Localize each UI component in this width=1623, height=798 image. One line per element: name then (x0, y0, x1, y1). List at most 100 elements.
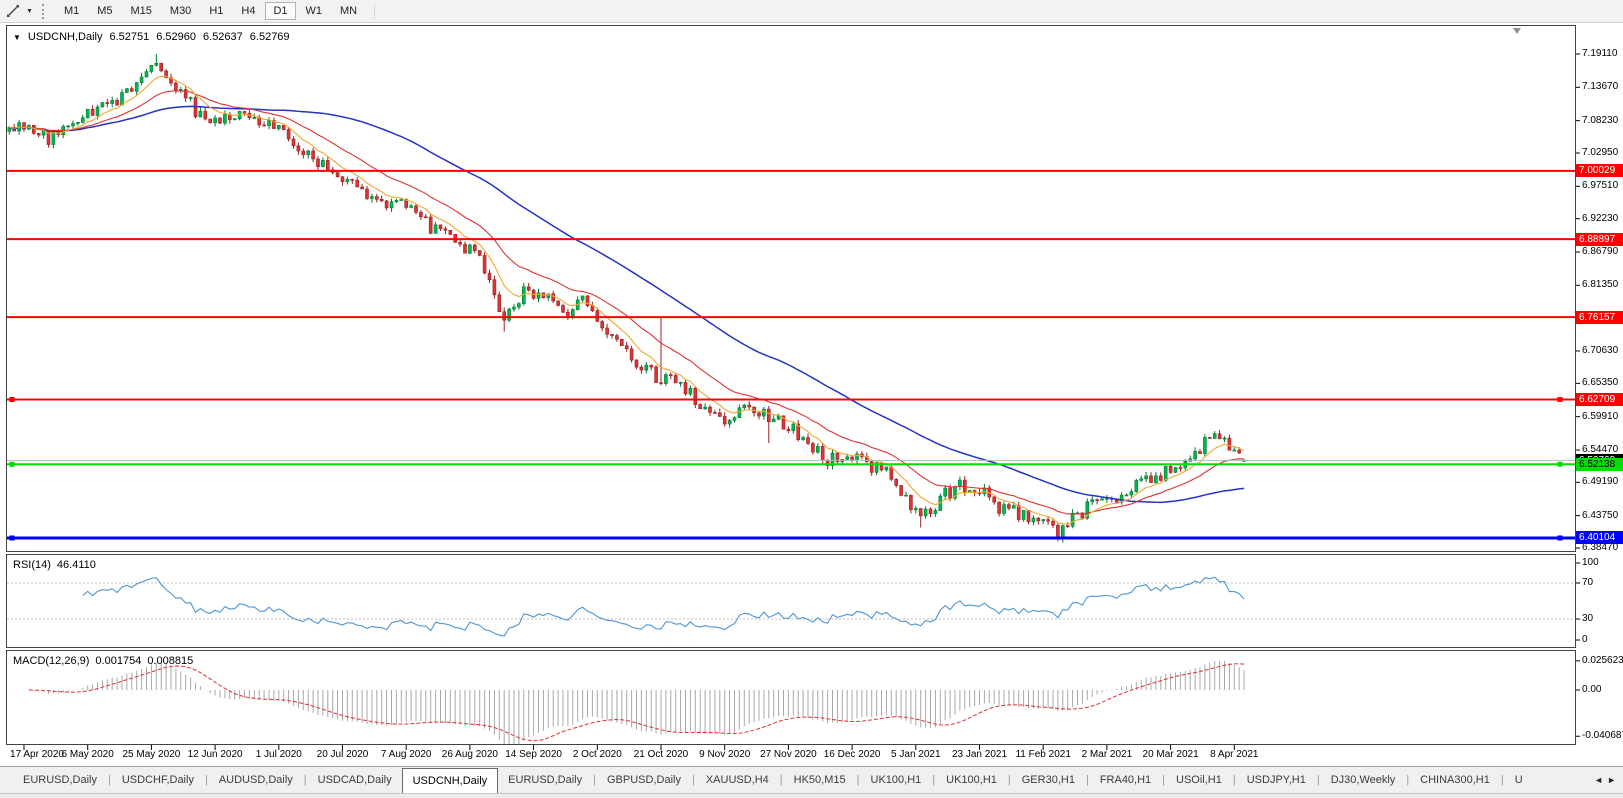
line-studies-icon[interactable] (4, 3, 22, 19)
title-close: 6.52769 (249, 31, 290, 43)
timeframe-button-mn[interactable]: MN (340, 5, 358, 17)
rsi-panel[interactable] (6, 554, 1576, 648)
tab-usdcad-daily[interactable]: USDCAD,Daily (317, 774, 392, 786)
tool-dropdown-caret[interactable]: ▼ (26, 7, 33, 15)
date-label: 27 Nov 2020 (760, 749, 817, 760)
date-label: 25 May 2020 (122, 749, 181, 760)
tab-scroll-left-icon[interactable]: ◄ (1594, 775, 1604, 785)
tab-uk100-h1[interactable]: UK100,H1 (946, 774, 997, 786)
date-label: 12 Jun 2020 (187, 749, 243, 760)
tab-separator: | (1316, 774, 1320, 786)
title-dropdown-icon[interactable]: ▼ (13, 32, 21, 42)
rsi-scale-axis[interactable]: 100 70 30 0 (1576, 554, 1623, 648)
date-axis[interactable]: 17 Apr 2020 6 May 2020 25 May 2020 12 Jun 2… (0, 745, 1623, 761)
date-label: 9 Nov 2020 (699, 749, 751, 760)
tab-separator: | (1406, 774, 1410, 786)
price-axis[interactable]: 7.19110 7.13670 7.08230 7.02950 6.97510 6.922… (1576, 25, 1623, 553)
rsi-scale-label: 30 (1582, 613, 1594, 624)
price-tick-label: 6.92230 (1582, 212, 1619, 224)
tab-separator: | (593, 774, 596, 786)
tab-separator: | (1007, 774, 1011, 786)
date-label: 20 Jul 2020 (316, 749, 369, 760)
tab-audusd-daily[interactable]: AUDUSD,Daily (218, 774, 293, 786)
timeframe-button-h4[interactable]: H4 (241, 5, 256, 17)
tab-china300-h1[interactable]: CHINA300,H1 (1420, 774, 1490, 786)
tab-separator: | (691, 774, 695, 786)
price-tick-label: 6.86790 (1582, 245, 1619, 257)
toolbar-separator (374, 3, 376, 19)
tab-separator: | (107, 774, 111, 786)
tab-separator: | (932, 774, 936, 786)
timeframe-button-m30[interactable]: M30 (169, 5, 192, 17)
macd-panel[interactable] (6, 650, 1576, 745)
date-label: 17 Apr 2020 (10, 749, 64, 760)
chart-title: ▼ USDCNH,Daily 6.52751 6.52960 6.52637 6… (13, 31, 290, 43)
tab-separator: | (1085, 774, 1089, 786)
tab-eurusd-daily[interactable]: EURUSD,Daily (508, 774, 583, 786)
tab-uk100-h1[interactable]: UK100,H1 (870, 774, 922, 786)
tab-gbpusd-daily[interactable]: GBPUSD,Daily (607, 774, 681, 786)
title-high: 6.52960 (156, 31, 197, 43)
timeframe-button-m5[interactable]: M5 (97, 5, 113, 17)
tab-u[interactable]: U (1514, 774, 1523, 786)
tab-separator: | (856, 774, 860, 786)
rsi-scale-label: 0 (1582, 634, 1588, 645)
tab-eurusd-daily[interactable]: EURUSD,Daily (23, 774, 97, 786)
macd-name: MACD(12,26,9) (13, 655, 90, 667)
tab-usdcnh-daily[interactable]: USDCNH,Daily (401, 768, 499, 793)
title-open: 6.52751 (109, 31, 150, 43)
price-tick-label: 7.13670 (1582, 81, 1619, 93)
price-tick-label: 6.65350 (1582, 377, 1619, 389)
timeframe-button-w1[interactable]: W1 (305, 5, 323, 17)
timeframe-button-m15[interactable]: M15 (130, 5, 152, 17)
date-label: 2 Oct 2020 (572, 749, 622, 760)
rsi-label: RSI(14) 46.4110 (13, 559, 96, 571)
level-price-tag: 7.00029 (1576, 164, 1623, 178)
title-low: 6.52637 (203, 31, 243, 43)
rsi-value: 46.4110 (56, 559, 96, 571)
macd-scale-label: 0.00 (1582, 684, 1602, 695)
tab-xauusd-h4[interactable]: XAUUSD,H4 (705, 774, 769, 786)
price-tick-label: 7.02950 (1582, 146, 1619, 158)
macd-scale-label: -0.040687 (1582, 730, 1623, 742)
date-label: 23 Jan 2021 (951, 749, 1008, 760)
macd-value1: 0.001754 (95, 655, 142, 667)
tab-separator: | (779, 774, 783, 786)
tab-fra40-h1[interactable]: FRA40,H1 (1099, 774, 1152, 786)
tab-dj30-weekly[interactable]: DJ30,Weekly (1330, 774, 1396, 786)
timeframe-bar: M1 M5 M15 M30 H1 H4 D1 W1 MN (55, 0, 366, 22)
macd-scale-axis[interactable]: 0.025623 0.00 -0.040687 (1576, 650, 1623, 745)
window-bottom-strip (0, 793, 1623, 798)
tab-scroll-arrows: ◄ ► (1587, 775, 1623, 785)
date-label: 6 May 2020 (61, 749, 114, 760)
date-label: 20 Mar 2021 (1142, 749, 1199, 760)
price-tick-label: 6.38470 (1582, 542, 1619, 553)
price-tick-label: 6.49190 (1582, 476, 1619, 488)
timeframe-button-m1[interactable]: M1 (63, 5, 80, 17)
timeframe-button-h1[interactable]: H1 (209, 5, 224, 17)
title-symbol: USDCNH,Daily (27, 31, 103, 43)
date-label: 8 Apr 2021 (1210, 749, 1259, 760)
symbol-tab-bar: EURUSD,Daily | USDCHF,Daily | AUDUSD,Daily | U… (0, 766, 1623, 793)
date-label: 2 Mar 2021 (1081, 749, 1133, 760)
tab-ger30-h1[interactable]: GER30,H1 (1021, 774, 1075, 786)
rsi-scale-label: 100 (1582, 557, 1599, 568)
rsi-scale-label: 70 (1582, 577, 1594, 588)
tab-usoil-h1[interactable]: USOil,H1 (1176, 774, 1222, 786)
price-tick-label: 7.08230 (1582, 114, 1619, 126)
tab-separator: | (1500, 774, 1504, 786)
timeframe-button-d1[interactable]: D1 (265, 2, 296, 20)
tab-usdchf-daily[interactable]: USDCHF,Daily (121, 774, 194, 786)
date-label: 21 Oct 2020 (633, 749, 689, 760)
date-label: 14 Sep 2020 (505, 749, 562, 760)
macd-label: MACD(12,26,9) 0.001754 0.008815 (13, 655, 193, 667)
price-tick-label: 6.97510 (1582, 180, 1619, 192)
date-label: 1 Jul 2020 (255, 749, 302, 760)
tab-usdjpy-h1[interactable]: USDJPY,H1 (1246, 774, 1306, 786)
toolbar-grip (41, 3, 46, 19)
tab-separator: | (1162, 774, 1166, 786)
tab-hk50-m15[interactable]: HK50,M15 (793, 774, 846, 786)
level-price-tag: 6.62709 (1576, 393, 1623, 406)
tab-scroll-right-icon[interactable]: ► (1607, 775, 1616, 785)
main-chart-panel[interactable] (6, 25, 1576, 552)
